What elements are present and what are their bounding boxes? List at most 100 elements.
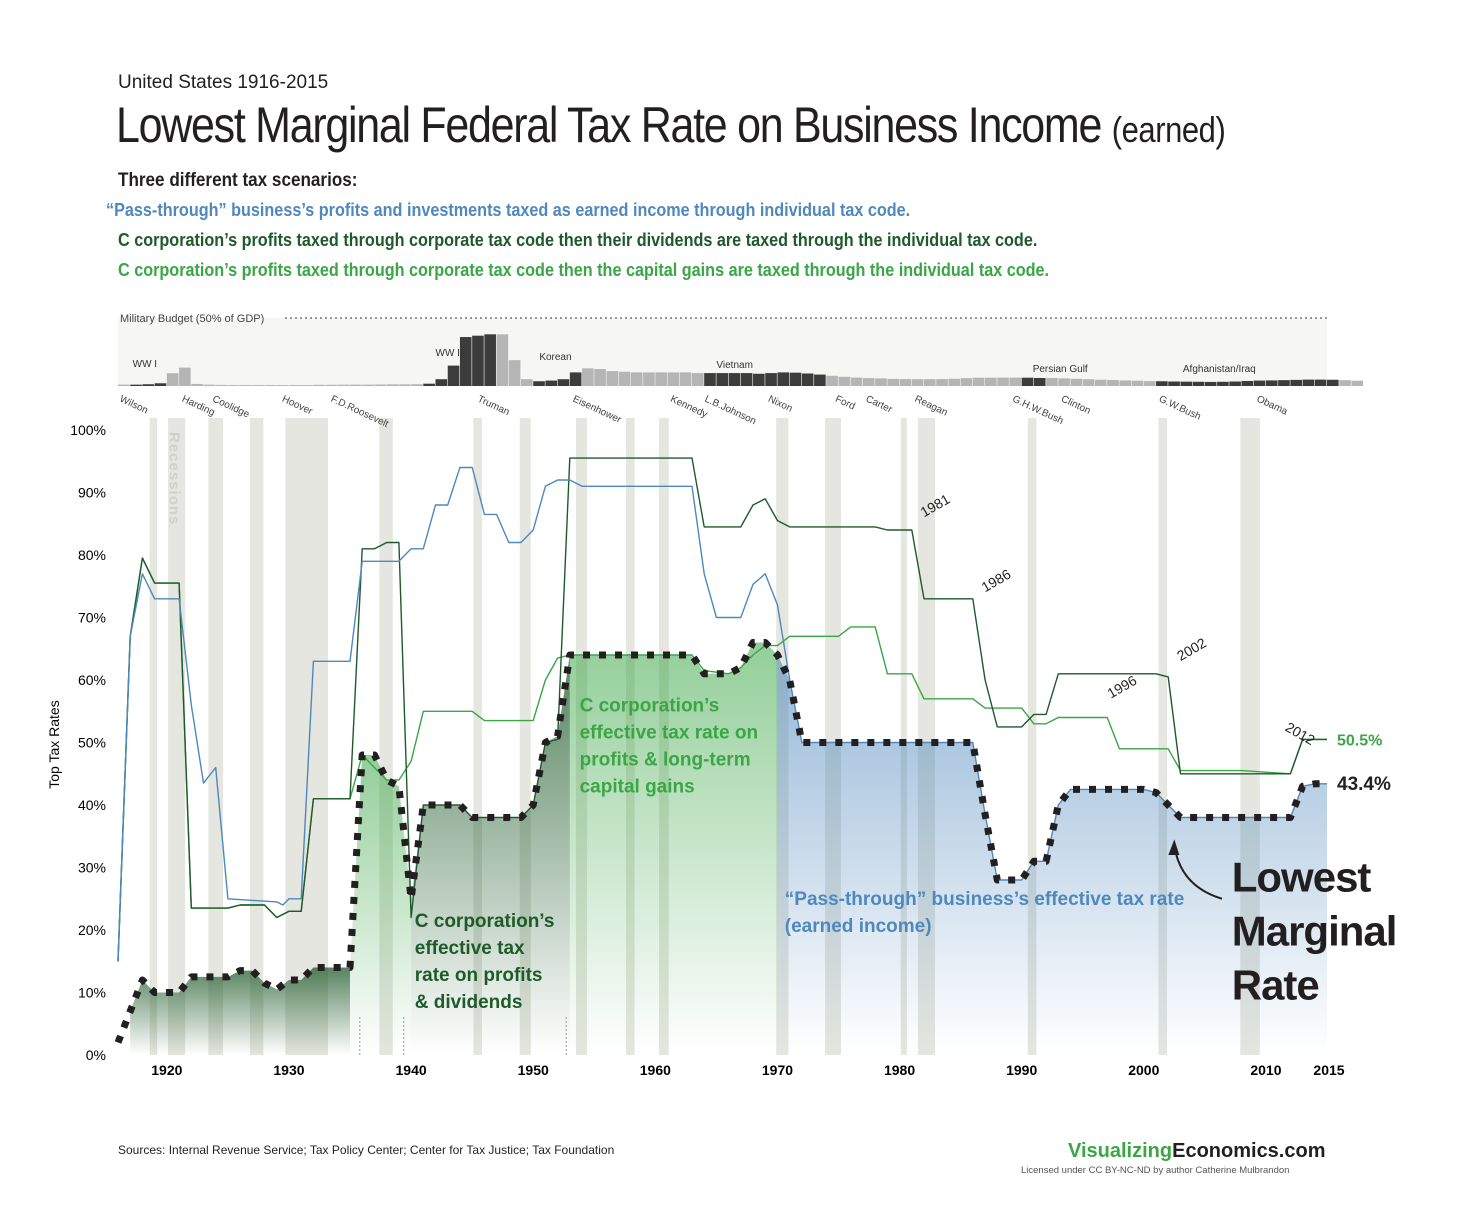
x-tick-label: 1950 xyxy=(518,1062,549,1078)
big-label-lowest-marginal-rate: Lowest Marginal Rate xyxy=(1232,853,1398,1008)
president-label: Ford xyxy=(833,394,856,413)
military-bar xyxy=(704,373,716,386)
military-bar xyxy=(374,384,387,386)
military-bar xyxy=(667,372,680,386)
area-pass-through xyxy=(777,655,1327,1055)
big-label-arrow-head xyxy=(1168,839,1180,855)
y-tick-label: 80% xyxy=(78,547,106,563)
military-bar xyxy=(288,385,301,386)
annotation-dividends: C corporation’s effective tax rate on prof… xyxy=(415,911,555,1013)
military-bar xyxy=(655,372,667,386)
president-label: Hoover xyxy=(280,394,314,418)
military-bar xyxy=(423,383,435,386)
military-bar xyxy=(1131,380,1144,386)
recession-band xyxy=(473,418,482,1055)
military-bar xyxy=(1082,379,1095,386)
end-value-label: 43.4% xyxy=(1337,774,1391,795)
president-label: Truman xyxy=(476,394,512,418)
military-bar xyxy=(1265,380,1278,386)
military-bar xyxy=(948,378,961,386)
big-label-line: Rate xyxy=(1232,961,1319,1008)
military-bar xyxy=(362,384,374,386)
brand-part-a: Visualizing xyxy=(1068,1140,1173,1162)
x-tick-label: 1980 xyxy=(884,1062,915,1078)
y-axis-title: Top Tax Rates xyxy=(46,700,62,788)
military-bar xyxy=(1217,381,1229,386)
y-tick-label: 60% xyxy=(78,672,106,688)
y-tick-label: 50% xyxy=(78,735,106,751)
war-label: Afghanistan/Iraq xyxy=(1183,364,1256,375)
chart-subtitle: United States 1916-2015 xyxy=(118,72,329,93)
military-bar xyxy=(679,372,692,386)
recessions-label: Recessions xyxy=(165,432,182,525)
military-bar xyxy=(618,371,631,386)
military-bar xyxy=(569,372,582,386)
y-tick-label: 30% xyxy=(78,860,106,876)
military-bar xyxy=(850,377,863,386)
military-bar xyxy=(716,373,729,386)
president-label: Carter xyxy=(864,394,894,416)
chart-title-suffix: (earned) xyxy=(1111,109,1226,150)
military-bar xyxy=(130,384,142,386)
area-capital-gains-1950s xyxy=(569,642,778,1055)
military-bar xyxy=(740,373,753,386)
line-year-label: 2002 xyxy=(1174,634,1209,664)
military-bar xyxy=(337,384,350,386)
president-label: Kennedy xyxy=(668,394,708,421)
series-line-lowest xyxy=(114,639,1327,1044)
military-bar xyxy=(227,385,240,386)
recession-band xyxy=(1027,418,1037,1055)
military-bar xyxy=(899,379,912,386)
military-bar xyxy=(533,381,545,386)
military-bar xyxy=(1302,379,1315,386)
x-tick-label: 1930 xyxy=(273,1062,304,1078)
annotation-line: profits & long-term xyxy=(580,749,751,770)
president-label: Harding xyxy=(180,394,216,419)
military-bar xyxy=(521,379,533,386)
military-bar xyxy=(1058,378,1070,386)
y-tick-label: 20% xyxy=(78,922,106,938)
military-bar xyxy=(582,368,594,386)
y-tick-label: 90% xyxy=(78,485,106,501)
recession-band xyxy=(1158,418,1168,1055)
military-bar xyxy=(765,373,777,386)
license-note: Licensed under CC BY-NC-ND by author Cat… xyxy=(1021,1165,1290,1176)
annotation-capital-gains: C corporation’s effective tax rate on prof… xyxy=(580,695,758,797)
military-bar xyxy=(777,372,790,386)
military-bar xyxy=(252,385,264,386)
military-bar xyxy=(1192,381,1205,386)
president-label: Nixon xyxy=(766,394,794,415)
military-bars xyxy=(118,334,1364,386)
x-tick-label: 2010 xyxy=(1250,1062,1281,1078)
recession-band xyxy=(168,418,186,1055)
president-label: G.H.W.Bush xyxy=(1010,394,1065,427)
military-bar xyxy=(1168,381,1180,386)
military-bar xyxy=(484,334,496,386)
recession-band xyxy=(249,418,264,1055)
x-tick-label: 1970 xyxy=(762,1062,793,1078)
annotation-line: rate on profits xyxy=(415,965,543,986)
war-label: Persian Gulf xyxy=(1033,364,1088,375)
military-bar xyxy=(496,334,509,386)
x-tick-label: 2000 xyxy=(1128,1062,1159,1078)
military-bar xyxy=(411,384,423,386)
military-bar xyxy=(862,378,875,386)
military-bar xyxy=(924,379,936,386)
x-tick-label: 1960 xyxy=(640,1062,671,1078)
military-bar xyxy=(1339,380,1351,386)
y-tick-label: 100% xyxy=(70,422,106,438)
y-tick-label: 40% xyxy=(78,797,106,813)
military-bar xyxy=(753,373,765,386)
military-bar xyxy=(887,378,899,386)
military-bar xyxy=(1253,380,1266,386)
sources-note: Sources: Internal Revenue Service; Tax P… xyxy=(118,1143,615,1157)
military-bar xyxy=(1094,379,1107,386)
military-bar xyxy=(1156,381,1168,386)
military-bar xyxy=(1143,381,1156,386)
x-axis: 1920 1930 1940 1950 1960 1970 1980 1990 2000 2010… xyxy=(151,1062,1345,1078)
military-bar xyxy=(1241,380,1254,386)
military-bar xyxy=(594,369,606,386)
military-bar xyxy=(960,378,973,386)
military-bar xyxy=(875,378,887,386)
military-bar xyxy=(801,373,814,386)
